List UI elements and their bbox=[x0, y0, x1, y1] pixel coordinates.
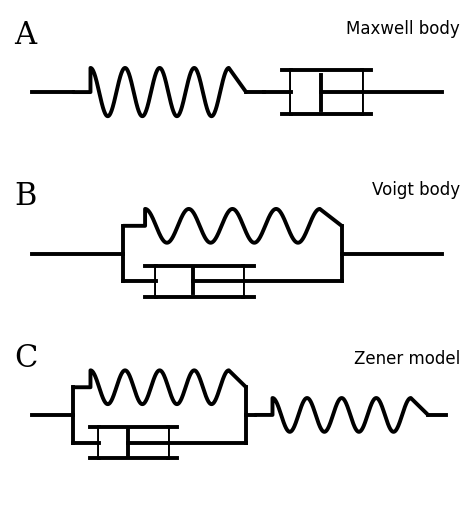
Text: Voigt body: Voigt body bbox=[372, 181, 460, 199]
Text: B: B bbox=[14, 181, 36, 212]
Text: Maxwell body: Maxwell body bbox=[346, 20, 460, 38]
Bar bbox=[99, 427, 168, 458]
Text: A: A bbox=[14, 20, 36, 51]
Text: Zener model: Zener model bbox=[354, 350, 460, 369]
Bar bbox=[291, 70, 362, 114]
Bar bbox=[156, 266, 243, 297]
Text: C: C bbox=[14, 343, 37, 374]
